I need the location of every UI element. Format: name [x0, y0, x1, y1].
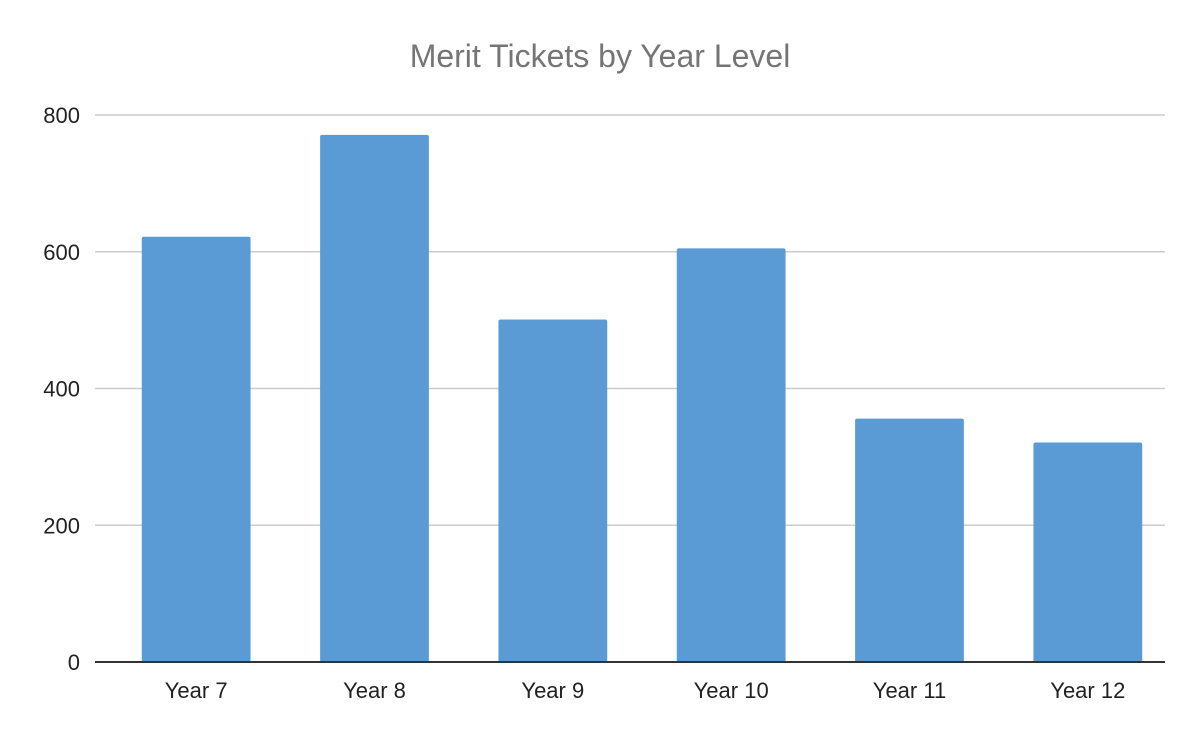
bar	[498, 319, 608, 662]
x-axis-labels: Year 7 Year 8 Year 9 Year 10 Year 11 Year 12	[165, 678, 1126, 703]
x-tick-label: Year 11	[873, 678, 946, 703]
y-tick-label: 200	[43, 513, 80, 538]
y-tick-label: 800	[43, 103, 80, 128]
x-tick-label: Year 10	[694, 678, 769, 703]
y-tick-label: 400	[43, 377, 80, 402]
bar	[1033, 442, 1143, 662]
chart-title: Merit Tickets by Year Level	[410, 38, 791, 74]
bar	[676, 248, 786, 663]
y-tick-label: 0	[68, 650, 80, 675]
x-tick-label: Year 8	[343, 678, 406, 703]
y-tick-label: 600	[43, 240, 80, 265]
y-axis-ticks: 0 200 400 600 800	[43, 103, 80, 675]
x-tick-label: Year 9	[521, 678, 584, 703]
x-tick-label: Year 7	[165, 678, 228, 703]
gridlines	[95, 114, 1165, 526]
bars	[141, 134, 1143, 663]
bar	[320, 134, 429, 663]
bar	[855, 418, 964, 662]
x-tick-label: Year 12	[1050, 678, 1125, 703]
bar	[141, 236, 251, 662]
